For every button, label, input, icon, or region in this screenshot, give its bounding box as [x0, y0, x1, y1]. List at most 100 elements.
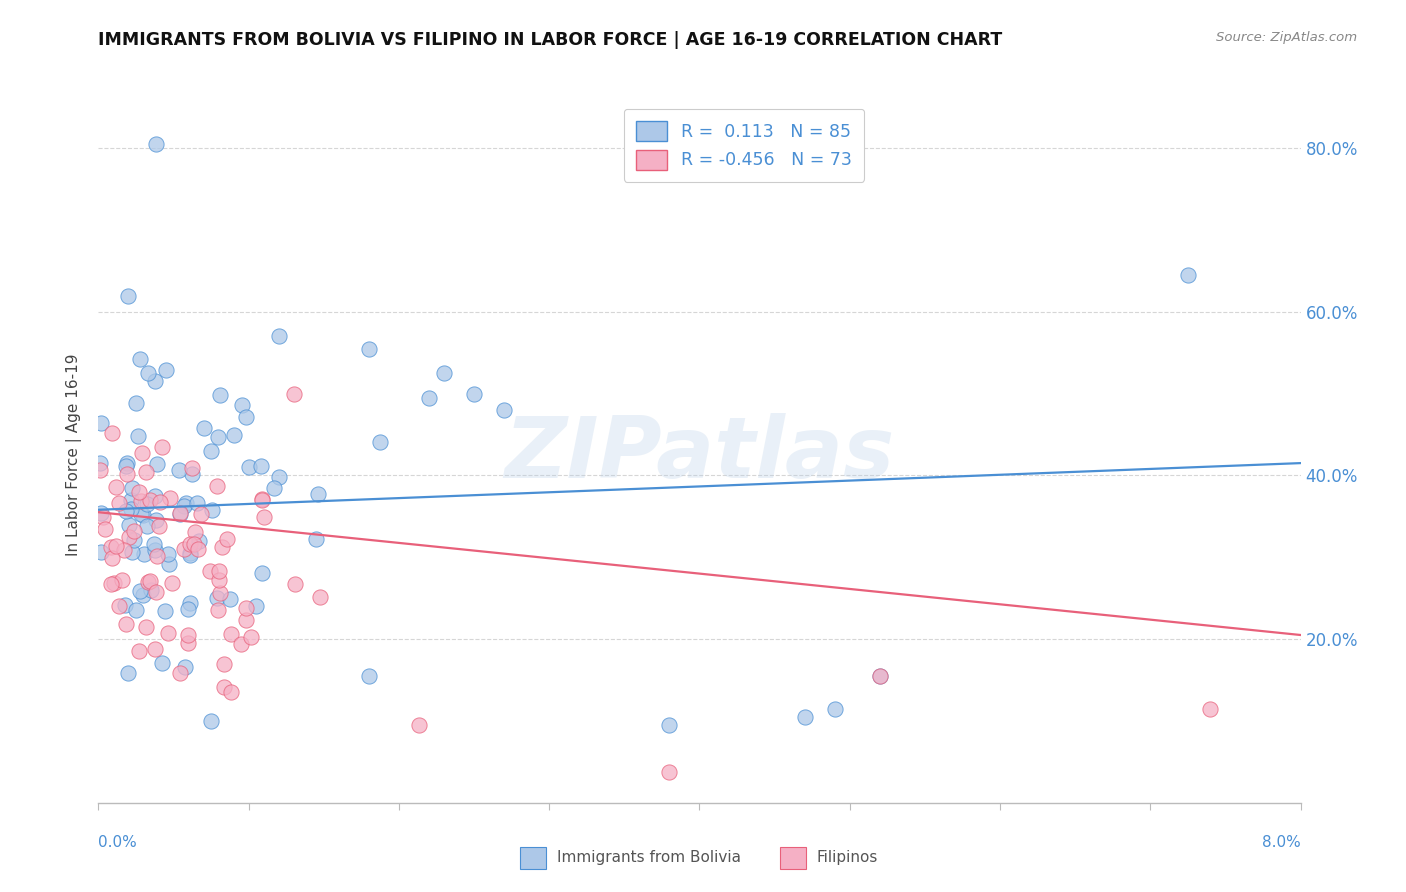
Point	[122, 524, 145, 539]
Point	[90, 417, 112, 431]
Point	[219, 627, 242, 641]
Point	[114, 598, 136, 612]
Point	[132, 547, 155, 561]
Point	[267, 470, 290, 484]
Point	[187, 541, 209, 556]
Point	[658, 764, 681, 779]
Point	[267, 329, 290, 343]
Point	[212, 680, 235, 694]
Point	[179, 596, 201, 610]
Point	[115, 456, 138, 470]
Point	[156, 548, 179, 562]
Point	[179, 546, 201, 560]
Point	[146, 549, 169, 563]
Point	[235, 409, 257, 424]
Point	[141, 583, 163, 598]
Point	[1199, 701, 1222, 715]
Point	[149, 495, 172, 509]
Point	[132, 508, 155, 522]
Point	[179, 537, 201, 551]
Point	[181, 461, 204, 475]
Point	[128, 485, 150, 500]
Point	[357, 669, 380, 683]
Text: 0.0%: 0.0%	[98, 836, 138, 850]
Point	[122, 533, 145, 548]
Point	[139, 574, 162, 588]
Point	[215, 532, 238, 546]
Point	[1177, 268, 1199, 282]
Point	[207, 602, 229, 616]
Point	[114, 459, 136, 474]
Point	[183, 537, 205, 551]
Point	[111, 573, 134, 587]
Point	[186, 496, 208, 510]
Point	[208, 388, 231, 402]
Point	[200, 564, 222, 578]
Point	[129, 584, 152, 599]
Point	[167, 462, 190, 476]
Point	[173, 499, 195, 513]
Point	[181, 467, 204, 481]
Point	[869, 669, 891, 683]
Point	[143, 489, 166, 503]
Point	[463, 386, 485, 401]
Point	[120, 502, 142, 516]
Point	[136, 575, 159, 590]
Point	[253, 510, 276, 524]
Point	[188, 534, 211, 549]
Point	[368, 435, 391, 450]
Point	[207, 430, 229, 444]
Point	[205, 591, 228, 605]
Point	[252, 493, 274, 508]
Point	[212, 657, 235, 671]
Point	[208, 586, 231, 600]
Point	[100, 541, 122, 555]
Point	[101, 425, 124, 440]
Text: ZIPatlas: ZIPatlas	[505, 413, 894, 497]
Point	[283, 386, 305, 401]
Point	[307, 487, 329, 501]
Y-axis label: In Labor Force | Age 16-19: In Labor Force | Age 16-19	[66, 353, 83, 557]
Legend: R =  0.113   N = 85, R = -0.456   N = 73: R = 0.113 N = 85, R = -0.456 N = 73	[624, 109, 865, 182]
Point	[115, 504, 138, 518]
Point	[284, 577, 307, 591]
Point	[160, 575, 183, 590]
Point	[135, 620, 157, 634]
Point	[134, 465, 156, 479]
Point	[131, 446, 153, 460]
Point	[240, 630, 263, 644]
Point	[157, 557, 180, 571]
Point	[136, 366, 159, 380]
Point	[658, 718, 681, 732]
Point	[115, 616, 138, 631]
Point	[121, 492, 143, 507]
Point	[418, 391, 440, 405]
Point	[129, 494, 152, 508]
Point	[263, 481, 285, 495]
Point	[433, 366, 456, 380]
Point	[104, 539, 127, 553]
Point	[89, 456, 111, 470]
Point	[309, 590, 332, 604]
Point	[238, 460, 260, 475]
Point	[179, 548, 201, 562]
Point	[128, 352, 150, 367]
Point	[494, 403, 516, 417]
Point	[145, 513, 167, 527]
Point	[117, 467, 139, 481]
Text: Source: ZipAtlas.com: Source: ZipAtlas.com	[1216, 31, 1357, 45]
Point	[90, 506, 112, 520]
Point	[152, 440, 174, 454]
Point	[117, 289, 139, 303]
Point	[408, 717, 430, 731]
Point	[169, 666, 191, 681]
Point	[103, 575, 125, 590]
Point	[173, 541, 195, 556]
Point	[143, 543, 166, 558]
Point	[177, 636, 200, 650]
Point	[235, 601, 257, 615]
Point	[118, 530, 141, 544]
Point	[100, 576, 122, 591]
Point	[219, 685, 242, 699]
Point	[231, 398, 253, 412]
